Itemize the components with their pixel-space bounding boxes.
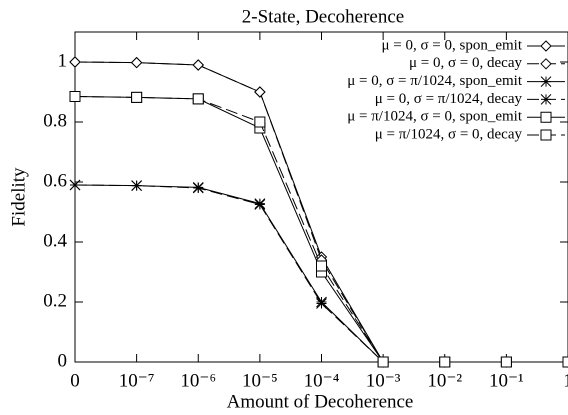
chart-title: 2-State, Decoherence: [242, 6, 404, 27]
data-point: [131, 180, 142, 191]
x-tick-label: 10⁻⁷: [119, 370, 155, 391]
x-tick-label: 1: [563, 370, 568, 391]
data-point: [131, 91, 143, 103]
data-point: [500, 356, 512, 368]
data-point: [439, 356, 451, 368]
y-tick-label: 0.8: [43, 110, 67, 131]
x-tick-label: 10⁻²: [427, 370, 462, 391]
data-point: [69, 91, 81, 102]
y-tick-label: 0.6: [43, 170, 67, 191]
x-tick-label: 10⁻⁵: [242, 370, 278, 391]
data-point: [316, 260, 327, 272]
y-tick-label: 1: [58, 50, 68, 71]
x-tick-label: 10⁻⁶: [180, 370, 216, 391]
data-point: [254, 116, 266, 128]
legend-label: μ = π/1024, σ = 0, decay: [375, 126, 523, 142]
legend-label: μ = 0, σ = 0, decay: [409, 55, 523, 71]
legend-marker: [540, 58, 552, 70]
y-axis-label: Fidelity: [8, 167, 29, 227]
legend-label: μ = 0, σ = π/1024, spon_emit: [347, 73, 523, 89]
legend-label: μ = π/1024, σ = 0, spon_emit: [347, 109, 523, 125]
legend-label: μ = 0, σ = 0, spon_emit: [381, 37, 522, 53]
data-point: [254, 199, 266, 210]
legend-marker: [540, 76, 552, 87]
data-point: [192, 182, 204, 194]
data-point: [192, 59, 204, 71]
data-point: [316, 298, 327, 309]
x-tick-label: 10⁻¹: [489, 370, 524, 391]
legend-marker: [540, 94, 552, 105]
x-tick-label: 10⁻³: [366, 370, 401, 391]
data-point: [377, 356, 389, 368]
y-tick-label: 0: [58, 350, 68, 371]
data-point: [192, 93, 204, 105]
data-point: [254, 86, 266, 98]
data-point: [69, 56, 81, 68]
legend-marker: [540, 40, 552, 52]
legend-label: μ = 0, σ = π/1024, decay: [375, 91, 523, 107]
x-tick-label: 0: [70, 370, 80, 391]
y-tick-label: 0.2: [43, 290, 67, 311]
data-point: [130, 56, 143, 69]
data-point: [69, 179, 81, 191]
x-axis-label: Amount of Decoherence: [227, 391, 414, 412]
legend-marker: [540, 111, 552, 123]
legend-marker: [540, 129, 552, 141]
y-tick-label: 0.4: [43, 230, 67, 251]
data-point: [562, 356, 568, 368]
x-tick-label: 10⁻⁴: [304, 370, 340, 391]
